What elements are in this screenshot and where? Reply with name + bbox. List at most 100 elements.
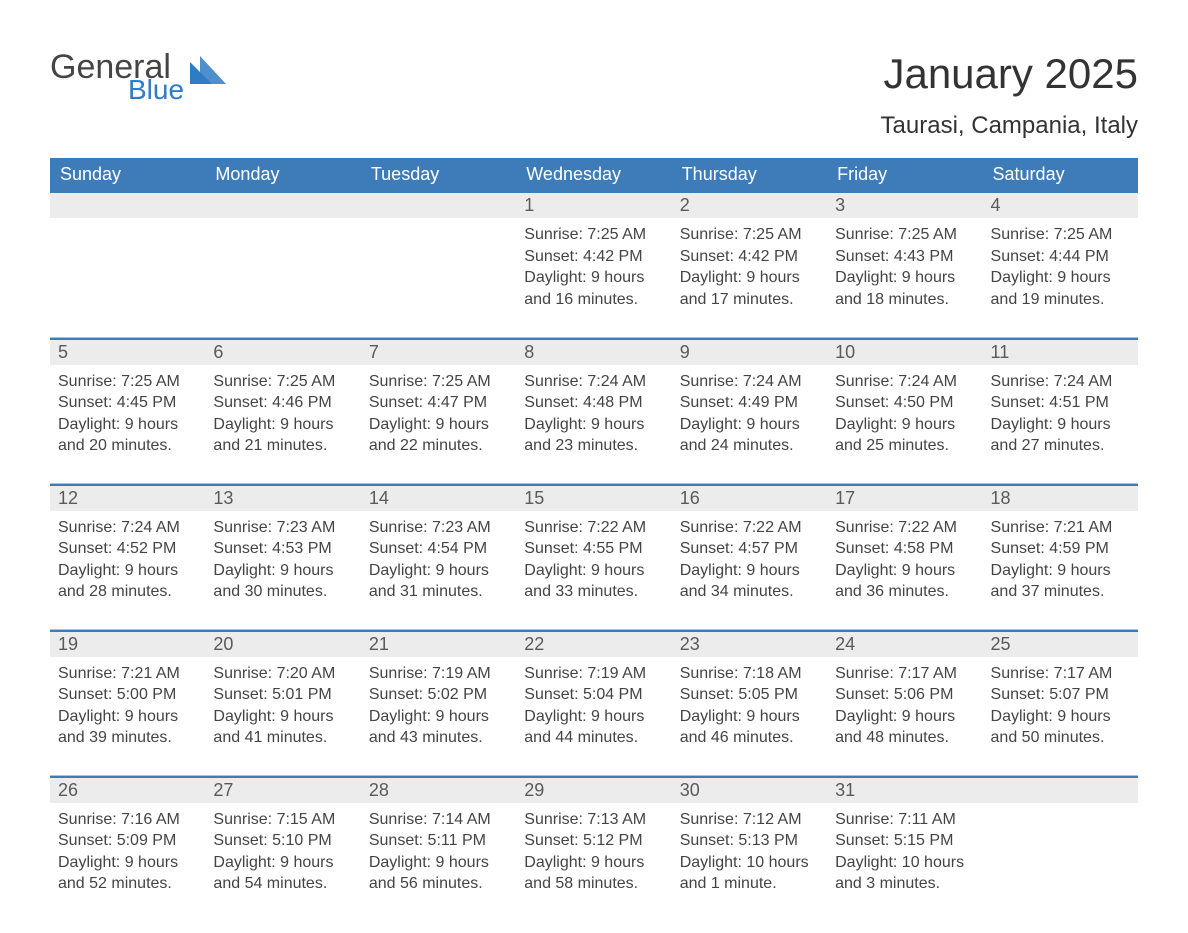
day-sunset: Sunset: 5:07 PM	[991, 684, 1130, 706]
day-d2: and 46 minutes.	[680, 727, 819, 749]
day-body: Sunrise: 7:23 AMSunset: 4:53 PMDaylight:…	[205, 511, 360, 603]
day-d2: and 48 minutes.	[835, 727, 974, 749]
day-d2: and 58 minutes.	[524, 873, 663, 895]
day-body: Sunrise: 7:15 AMSunset: 5:10 PMDaylight:…	[205, 803, 360, 895]
calendar-cell: 15Sunrise: 7:22 AMSunset: 4:55 PMDayligh…	[516, 483, 671, 611]
day-d1: Daylight: 9 hours	[835, 267, 974, 289]
day-sunset: Sunset: 4:43 PM	[835, 246, 974, 268]
day-d2: and 44 minutes.	[524, 727, 663, 749]
day-header: Wednesday	[516, 158, 671, 191]
day-number: 21	[361, 630, 516, 657]
day-d2: and 17 minutes.	[680, 289, 819, 311]
day-number: 11	[983, 338, 1138, 365]
day-d2: and 27 minutes.	[991, 435, 1130, 457]
day-sunrise: Sunrise: 7:25 AM	[58, 371, 197, 393]
day-body: Sunrise: 7:17 AMSunset: 5:06 PMDaylight:…	[827, 657, 982, 749]
day-number: 14	[361, 484, 516, 511]
day-d1: Daylight: 9 hours	[524, 852, 663, 874]
day-sunset: Sunset: 5:11 PM	[369, 830, 508, 852]
calendar-cell: 11Sunrise: 7:24 AMSunset: 4:51 PMDayligh…	[983, 337, 1138, 465]
day-d1: Daylight: 9 hours	[991, 414, 1130, 436]
day-sunrise: Sunrise: 7:25 AM	[369, 371, 508, 393]
day-body: Sunrise: 7:13 AMSunset: 5:12 PMDaylight:…	[516, 803, 671, 895]
calendar-week-row: 5Sunrise: 7:25 AMSunset: 4:45 PMDaylight…	[50, 337, 1138, 465]
calendar-cell	[983, 775, 1138, 903]
day-d2: and 16 minutes.	[524, 289, 663, 311]
calendar-cell: 3 Sunrise: 7:25 AMSunset: 4:43 PMDaylight…	[827, 191, 982, 319]
day-d1: Daylight: 9 hours	[991, 560, 1130, 582]
day-sunset: Sunset: 4:57 PM	[680, 538, 819, 560]
day-d1: Daylight: 9 hours	[213, 706, 352, 728]
calendar-cell: 1Sunrise: 7:25 AMSunset: 4:42 PMDaylight…	[516, 191, 671, 319]
day-body: Sunrise: 7:22 AMSunset: 4:55 PMDaylight:…	[516, 511, 671, 603]
day-number: 9	[672, 338, 827, 365]
day-d1: Daylight: 9 hours	[369, 706, 508, 728]
day-d2: and 3 minutes.	[835, 873, 974, 895]
day-body: Sunrise: 7:24 AMSunset: 4:48 PMDaylight:…	[516, 365, 671, 457]
day-sunrise: Sunrise: 7:15 AM	[213, 809, 352, 831]
day-d2: and 34 minutes.	[680, 581, 819, 603]
day-sunset: Sunset: 4:53 PM	[213, 538, 352, 560]
day-number: 15	[516, 484, 671, 511]
day-body: Sunrise: 7:24 AMSunset: 4:49 PMDaylight:…	[672, 365, 827, 457]
day-sunset: Sunset: 4:54 PM	[369, 538, 508, 560]
day-d2: and 36 minutes.	[835, 581, 974, 603]
day-number: 30	[672, 776, 827, 803]
day-body: Sunrise: 7:25 AMSunset: 4:46 PMDaylight:…	[205, 365, 360, 457]
day-number: 25	[983, 630, 1138, 657]
day-d1: Daylight: 9 hours	[213, 852, 352, 874]
day-body: Sunrise: 7:25 AMSunset: 4:42 PMDaylight:…	[516, 218, 671, 310]
calendar-cell: 28Sunrise: 7:14 AMSunset: 5:11 PMDayligh…	[361, 775, 516, 903]
day-body: Sunrise: 7:23 AMSunset: 4:54 PMDaylight:…	[361, 511, 516, 603]
day-sunrise: Sunrise: 7:22 AM	[524, 517, 663, 539]
day-sunset: Sunset: 4:46 PM	[213, 392, 352, 414]
day-d2: and 1 minute.	[680, 873, 819, 895]
day-d1: Daylight: 9 hours	[680, 706, 819, 728]
week-spacer	[50, 757, 1138, 775]
day-number-empty	[205, 191, 360, 218]
day-number: 26	[50, 776, 205, 803]
calendar-cell: 20Sunrise: 7:20 AMSunset: 5:01 PMDayligh…	[205, 629, 360, 757]
calendar-cell: 14Sunrise: 7:23 AMSunset: 4:54 PMDayligh…	[361, 483, 516, 611]
day-body: Sunrise: 7:17 AMSunset: 5:07 PMDaylight:…	[983, 657, 1138, 749]
day-sunset: Sunset: 4:45 PM	[58, 392, 197, 414]
day-sunset: Sunset: 4:50 PM	[835, 392, 974, 414]
day-d1: Daylight: 9 hours	[524, 706, 663, 728]
day-d2: and 54 minutes.	[213, 873, 352, 895]
day-sunrise: Sunrise: 7:25 AM	[680, 224, 819, 246]
day-sunrise: Sunrise: 7:22 AM	[680, 517, 819, 539]
day-sunrise: Sunrise: 7:22 AM	[835, 517, 974, 539]
calendar-week-row: 19Sunrise: 7:21 AMSunset: 5:00 PMDayligh…	[50, 629, 1138, 757]
calendar-week-row: 1Sunrise: 7:25 AMSunset: 4:42 PMDaylight…	[50, 191, 1138, 319]
day-d1: Daylight: 9 hours	[369, 414, 508, 436]
day-header-row: SundayMondayTuesdayWednesdayThursdayFrid…	[50, 158, 1138, 191]
day-number-empty	[361, 191, 516, 218]
calendar-page: General Blue January 2025 Taurasi, Campa…	[0, 0, 1188, 933]
day-sunset: Sunset: 5:02 PM	[369, 684, 508, 706]
day-d2: and 52 minutes.	[58, 873, 197, 895]
day-number: 4	[983, 191, 1138, 218]
calendar-table: SundayMondayTuesdayWednesdayThursdayFrid…	[50, 158, 1138, 903]
day-number-empty	[983, 776, 1138, 803]
day-sunset: Sunset: 4:44 PM	[991, 246, 1130, 268]
day-number: 18	[983, 484, 1138, 511]
day-number: 3	[827, 191, 982, 218]
day-sunset: Sunset: 5:10 PM	[213, 830, 352, 852]
calendar-cell: 4Sunrise: 7:25 AMSunset: 4:44 PMDaylight…	[983, 191, 1138, 319]
day-d2: and 25 minutes.	[835, 435, 974, 457]
day-sunrise: Sunrise: 7:20 AM	[213, 663, 352, 685]
day-d1: Daylight: 10 hours	[680, 852, 819, 874]
calendar-cell: 18Sunrise: 7:21 AMSunset: 4:59 PMDayligh…	[983, 483, 1138, 611]
day-d2: and 23 minutes.	[524, 435, 663, 457]
calendar-week-row: 26Sunrise: 7:16 AMSunset: 5:09 PMDayligh…	[50, 775, 1138, 903]
day-sunset: Sunset: 4:49 PM	[680, 392, 819, 414]
day-sunset: Sunset: 4:48 PM	[524, 392, 663, 414]
day-body: Sunrise: 7:19 AMSunset: 5:02 PMDaylight:…	[361, 657, 516, 749]
day-number: 10	[827, 338, 982, 365]
day-d2: and 18 minutes.	[835, 289, 974, 311]
day-d2: and 30 minutes.	[213, 581, 352, 603]
calendar-cell: 31Sunrise: 7:11 AMSunset: 5:15 PMDayligh…	[827, 775, 982, 903]
day-sunset: Sunset: 4:42 PM	[680, 246, 819, 268]
logo: General Blue	[50, 50, 226, 104]
day-sunrise: Sunrise: 7:25 AM	[835, 224, 974, 246]
